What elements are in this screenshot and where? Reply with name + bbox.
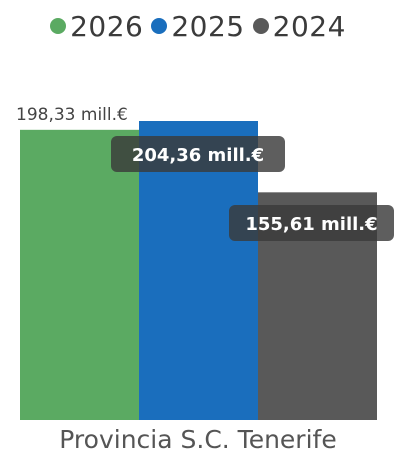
legend-label-2024: 2024: [272, 9, 346, 43]
data-label-2024: 155,61 mill.€: [229, 205, 394, 241]
bar-2026[interactable]: [20, 129, 139, 421]
legend-item-2025[interactable]: 2025: [151, 10, 244, 43]
data-label-text-2024: 155,61 mill.€: [245, 214, 377, 235]
legend-item-2026[interactable]: 2026: [50, 10, 143, 43]
data-label-bg-2025: [111, 136, 285, 172]
legend-item-2024[interactable]: 2024: [252, 9, 346, 43]
legend-marker-2026: [50, 18, 67, 34]
data-label-bg-2024: [229, 205, 394, 241]
data-label-text-2025: 204,36 mill.€: [132, 145, 264, 166]
legend-marker-2024: [252, 18, 269, 34]
data-label-2025: 204,36 mill.€: [111, 136, 285, 172]
legend-label-2026: 2026: [70, 9, 144, 43]
data-label-2026: 198,33 mill.€: [16, 105, 128, 125]
category-label: Provincia S.C. Tenerife: [59, 425, 337, 454]
legend-label-2025: 2025: [171, 9, 245, 43]
legend: 2026 2025 2024: [0, 6, 396, 46]
legend-marker-2025: [151, 18, 168, 34]
